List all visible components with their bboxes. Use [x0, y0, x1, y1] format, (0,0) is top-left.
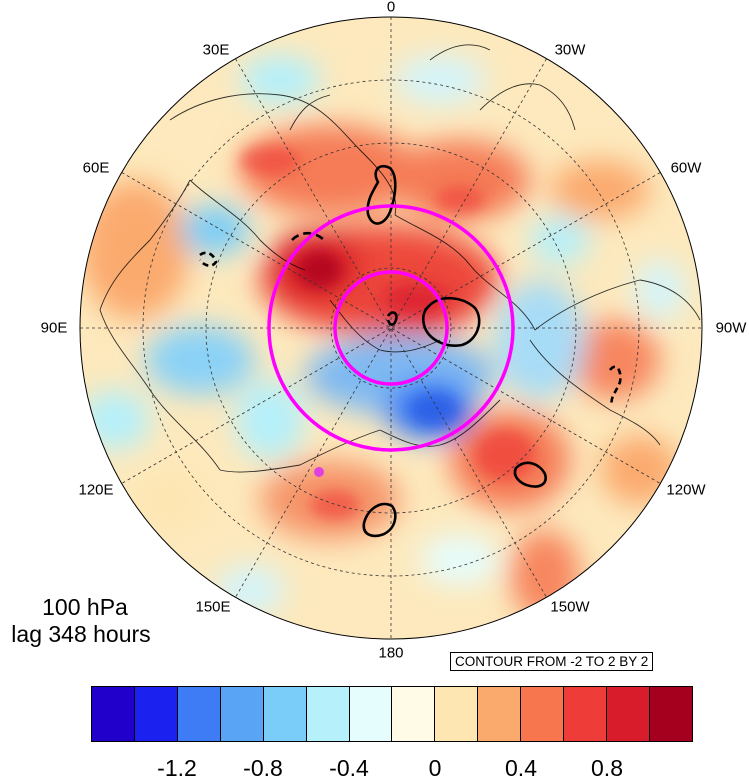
colorbar-swatch — [564, 687, 608, 741]
anomaly-field-cores — [240, 145, 535, 520]
lon-label-30e: 30E — [202, 41, 230, 59]
magenta-marker — [314, 467, 324, 477]
lon-label-150e: 150E — [195, 598, 231, 616]
lon-label-60e: 60E — [82, 159, 110, 177]
colorbar-swatch — [521, 687, 565, 741]
contour-info-box: CONTOUR FROM -2 TO 2 BY 2 — [450, 652, 654, 671]
colorbar-tick-label: 0.4 — [505, 755, 537, 781]
lon-label-90w: 90W — [715, 319, 747, 337]
colorbar-swatch — [220, 687, 264, 741]
colorbar-tick-label: -0.4 — [329, 755, 369, 781]
map-border — [79, 16, 703, 640]
colorbar-tick-label: 0.8 — [591, 755, 623, 781]
colorbar-swatch — [478, 687, 522, 741]
colorbar-swatch — [134, 687, 178, 741]
colorbar-swatch — [306, 687, 350, 741]
colorbar-swatch — [349, 687, 393, 741]
colorbar-tick-label: 0 — [428, 755, 442, 781]
lon-label-0: 0 — [386, 0, 396, 16]
colorbar-swatch — [607, 687, 650, 741]
lon-label-60w: 60W — [670, 159, 702, 177]
lon-label-180: 180 — [378, 644, 404, 662]
graticule — [80, 17, 702, 639]
colorbar-swatch — [177, 687, 221, 741]
lon-label-90e: 90E — [40, 319, 68, 337]
colorbar-swatch — [263, 687, 307, 741]
lon-label-30w: 30W — [554, 41, 586, 59]
coastlines — [99, 44, 701, 473]
colorbar — [91, 686, 693, 742]
lon-label-150w: 150W — [550, 598, 590, 616]
colorbar-swatch — [435, 687, 479, 741]
anomaly-field — [80, 55, 685, 620]
lon-label-120e: 120E — [78, 481, 114, 499]
pressure-level-label: 100 hPa — [42, 594, 128, 620]
contour-lines — [198, 164, 622, 538]
colorbar-tick-label: -1.2 — [157, 755, 197, 781]
inner-magenta-circle — [333, 270, 449, 386]
colorbar-swatch — [92, 687, 135, 741]
colorbar-swatch — [392, 687, 436, 741]
colorbar-swatch — [649, 687, 692, 741]
colorbar-tick-label: -0.8 — [243, 755, 283, 781]
lag-label: lag 348 hours — [11, 621, 151, 647]
outer-magenta-circle — [267, 204, 515, 452]
lon-label-120w: 120W — [666, 481, 706, 499]
